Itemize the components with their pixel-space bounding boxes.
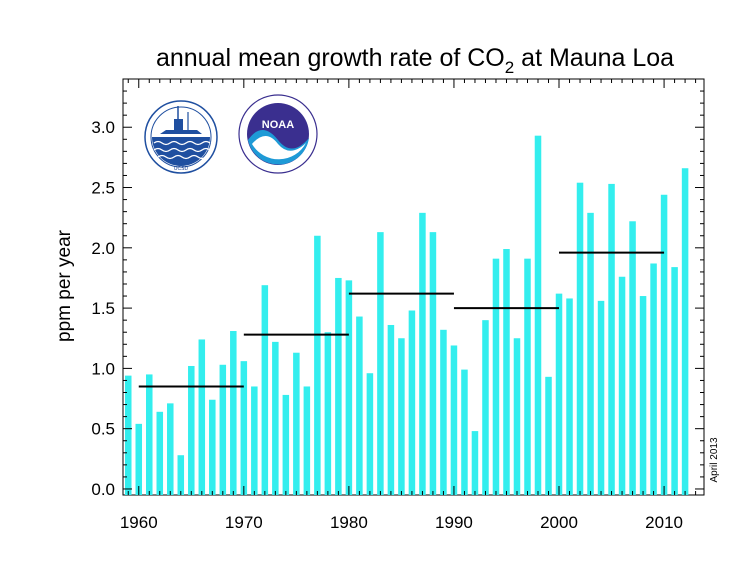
bar-1961	[146, 374, 153, 495]
bar-1982	[366, 373, 374, 495]
bar-1989	[440, 329, 447, 495]
bar-1971	[251, 386, 258, 495]
bar-1962	[156, 411, 164, 495]
bar-2008	[639, 296, 647, 495]
bar-1970	[240, 361, 248, 495]
bar-1984	[387, 324, 395, 495]
bar-series	[124, 135, 689, 496]
bar-1991	[461, 369, 468, 495]
bar-1968	[219, 364, 227, 495]
y-tick-label: 0.0	[91, 480, 115, 499]
bar-1980	[345, 280, 353, 495]
bar-2001	[566, 298, 573, 495]
bar-1963	[167, 403, 174, 495]
bar-2011	[671, 267, 678, 495]
x-tick-label: 1960	[120, 513, 158, 532]
bar-2000	[555, 293, 563, 495]
date-annotation: April 2013	[709, 437, 720, 482]
bar-1987	[419, 212, 426, 495]
bar-2006	[618, 276, 626, 495]
scripps-institution-logo: UCSD	[144, 100, 218, 174]
bar-1992	[471, 431, 479, 495]
bar-1975	[293, 352, 300, 495]
bar-1977	[314, 235, 321, 496]
y-tick-label: 1.5	[91, 299, 115, 318]
bar-1986	[408, 310, 416, 495]
x-tick-label: 1980	[330, 513, 368, 532]
y-tick-label: 2.5	[91, 179, 115, 198]
bar-1978	[324, 332, 332, 495]
noaa-logo: NOAA	[238, 94, 318, 174]
x-tick-label: 2010	[645, 513, 683, 532]
y-axis: 0.0 0.5 1.0 1.5 2.0 2.5 3.0	[91, 90, 704, 499]
bar-2010	[660, 194, 668, 495]
bar-1994	[492, 258, 500, 495]
bar-1960	[135, 423, 143, 495]
bar-1974	[282, 394, 290, 495]
bar-1995	[503, 249, 510, 495]
bar-1999	[545, 376, 552, 495]
chart-title: annual mean growth rate of CO2 at Mauna …	[156, 44, 674, 77]
bar-1959	[124, 375, 132, 495]
x-tick-label: 1970	[225, 513, 263, 532]
decade-mean-lines	[138, 251, 665, 388]
bar-1996	[513, 338, 521, 495]
bar-2007	[629, 221, 636, 495]
x-axis: 1960 1970 1980 1990 2000 2010	[120, 79, 697, 532]
bar-1964	[177, 455, 185, 495]
bar-1965	[188, 365, 195, 495]
bar-1983	[377, 232, 384, 495]
bar-1985	[398, 338, 405, 495]
bar-1998	[534, 135, 542, 495]
x-tick-label: 2000	[540, 513, 578, 532]
svg-text:UCSD: UCSD	[174, 166, 189, 172]
bar-1979	[335, 277, 342, 495]
bar-2012	[681, 168, 689, 495]
bar-2004	[597, 300, 605, 495]
bar-2009	[650, 263, 657, 495]
bar-1990	[450, 345, 458, 495]
bar-1976	[303, 386, 311, 495]
y-axis-label: ppm per year	[54, 229, 75, 342]
bar-1972	[261, 285, 269, 495]
bar-1967	[209, 399, 216, 495]
bar-1981	[356, 316, 363, 495]
bar-1966	[198, 339, 206, 495]
bar-2005	[608, 183, 615, 495]
bar-2003	[587, 212, 594, 495]
y-tick-label: 3.0	[91, 118, 115, 137]
y-tick-label: 0.5	[91, 420, 115, 439]
bar-1988	[429, 232, 437, 495]
bar-1973	[272, 341, 279, 495]
bar-1993	[482, 320, 489, 495]
y-tick-label: 2.0	[91, 239, 115, 258]
bar-2002	[576, 182, 584, 495]
bar-1969	[230, 331, 237, 495]
bar-1997	[524, 258, 531, 495]
svg-text:NOAA: NOAA	[262, 119, 294, 131]
x-tick-label: 1990	[435, 513, 473, 532]
y-tick-label: 1.0	[91, 359, 115, 378]
